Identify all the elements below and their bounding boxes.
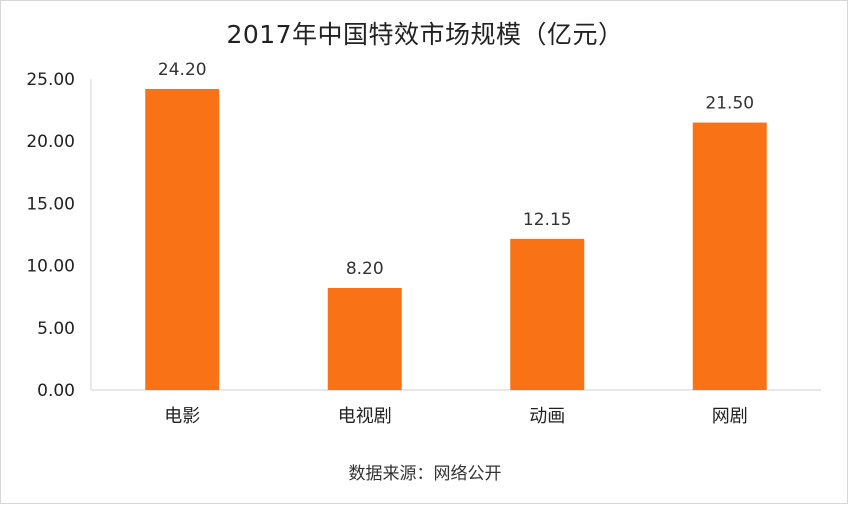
x-tick-labels: 电影 电视剧 动画 网剧 [164,406,748,427]
x-tick-label: 网剧 [712,406,748,427]
bar-2 [327,287,402,390]
data-label: 24.20 [158,60,207,80]
data-label: 21.50 [705,94,754,114]
y-tick-label: 20.00 [26,132,75,152]
y-tick-label: 0.00 [37,381,75,401]
y-tick-label: 25.00 [26,70,75,90]
x-tick-label: 电视剧 [338,406,392,427]
chart-title: 2017年中国特效市场规模（亿元） [226,20,624,49]
data-label: 12.15 [523,210,572,230]
bar-3 [510,238,585,390]
y-tick-labels: 0.00 5.00 10.00 15.00 20.00 25.00 [26,70,75,401]
data-labels: 24.20 8.20 12.15 21.50 [158,60,754,279]
bar-1 [145,88,220,391]
data-label: 8.20 [346,259,384,279]
bars [145,88,767,391]
source-note: 数据来源：网络公开 [348,464,502,484]
x-tick-label: 电影 [164,406,200,427]
x-tick-label: 动画 [529,406,565,427]
y-tick-label: 10.00 [26,257,75,277]
y-tick-label: 5.00 [37,319,75,339]
bar-4 [692,122,767,390]
y-tick-label: 15.00 [26,194,75,214]
